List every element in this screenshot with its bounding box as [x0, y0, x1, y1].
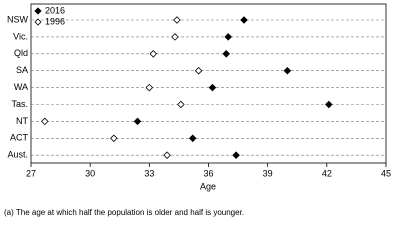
x-tick-label: 45 — [381, 168, 391, 178]
footnote: (a) The age at which half the population… — [4, 208, 244, 217]
dot — [133, 117, 142, 126]
y-tick-label: NT — [16, 116, 28, 126]
dot — [240, 16, 248, 24]
x-tick-label: 39 — [263, 168, 273, 178]
chart: Age (a) The age at which half the popula… — [4, 3, 391, 217]
y-tick-label: SA — [16, 65, 28, 75]
x-tick-label: 30 — [85, 168, 95, 178]
dot — [171, 33, 179, 41]
x-axis-label: Age — [200, 181, 216, 191]
dot — [232, 151, 240, 159]
y-tick-label: Aust. — [7, 150, 28, 160]
x-tick-label: 27 — [26, 168, 36, 178]
legend-marker — [34, 7, 42, 15]
dot — [41, 117, 49, 126]
dot — [173, 16, 181, 24]
y-tick-label: NSW — [7, 14, 29, 24]
x-tick-label: 36 — [203, 168, 213, 178]
legend-label: 1996 — [45, 16, 65, 26]
dot — [222, 50, 231, 58]
dot — [110, 134, 118, 143]
y-tick-label: Qld — [14, 48, 28, 58]
legend-label: 2016 — [45, 5, 65, 15]
y-tick-label: WA — [14, 82, 28, 92]
dot — [177, 100, 185, 109]
x-tick-label: 33 — [144, 168, 154, 178]
dot — [283, 66, 292, 75]
y-tick-label: Tas. — [11, 99, 28, 109]
dot — [208, 83, 217, 92]
legend-marker — [34, 18, 42, 26]
dot — [163, 151, 171, 159]
dot — [224, 33, 232, 41]
dot — [149, 50, 158, 58]
dot — [194, 66, 203, 75]
plot-frame — [30, 3, 387, 164]
x-tick-label: 42 — [322, 168, 332, 178]
y-tick-label: Vic. — [13, 31, 28, 41]
dot — [145, 83, 154, 92]
dot — [188, 134, 197, 143]
y-tick-label: ACT — [10, 133, 29, 143]
dot — [325, 100, 333, 109]
